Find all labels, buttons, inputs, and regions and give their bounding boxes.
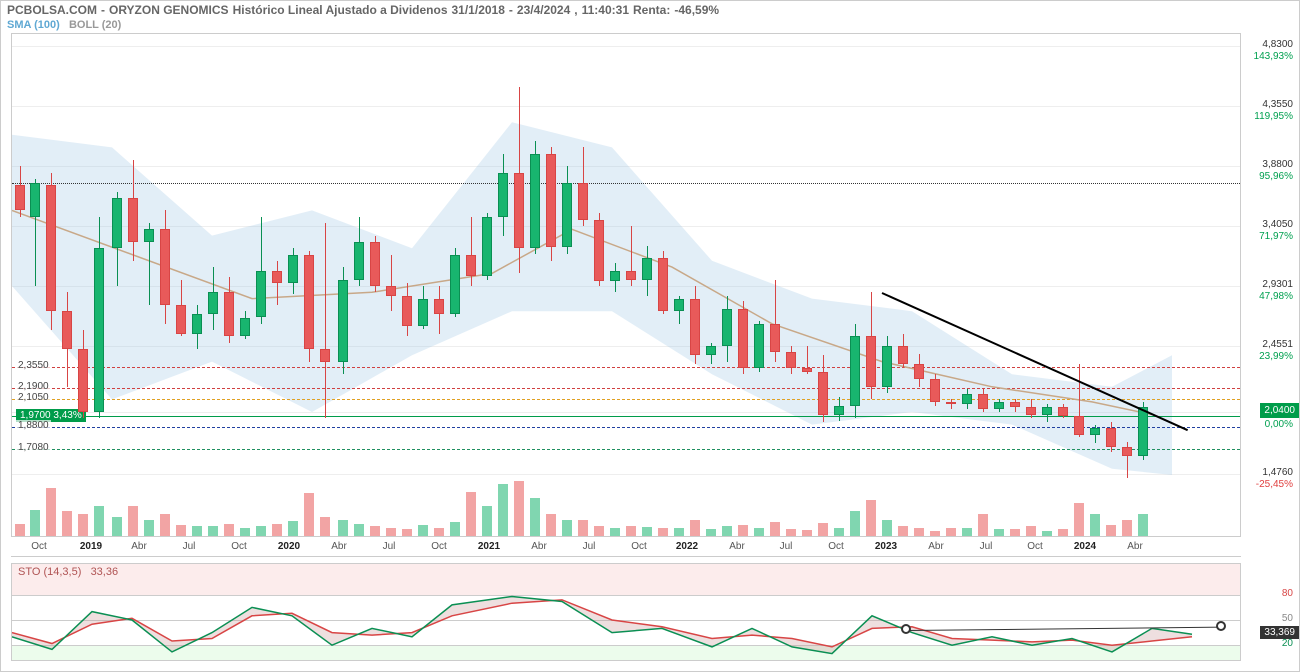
- candle: [338, 280, 348, 362]
- candle: [562, 183, 572, 247]
- chart-title-bar: PCBOLSA.COM - ORYZON GENOMICS Histórico …: [1, 1, 1299, 19]
- candle: [914, 364, 924, 379]
- candle: [466, 255, 476, 276]
- candle: [128, 198, 138, 242]
- title-security: ORYZON GENOMICS: [109, 3, 229, 17]
- x-axis: Oct2019AbrJulOct2020AbrJulOct2021AbrJulO…: [11, 541, 1241, 557]
- candle: [112, 198, 122, 248]
- candle: [898, 346, 908, 364]
- candle: [834, 406, 844, 415]
- candle: [626, 271, 636, 280]
- candle: [1090, 428, 1100, 434]
- candle: [15, 185, 25, 210]
- candle: [320, 349, 330, 362]
- candle: [962, 394, 972, 404]
- candle: [94, 248, 104, 412]
- candle: [866, 336, 876, 386]
- candle: [482, 217, 492, 276]
- candle: [1026, 407, 1036, 415]
- candle: [288, 255, 298, 284]
- candle: [658, 258, 668, 311]
- candle: [978, 394, 988, 409]
- price-chart[interactable]: 2,35502,19002,10501,9700 3,43%1,88001,70…: [11, 33, 1241, 537]
- legend-sma: SMA (100): [7, 19, 60, 31]
- candle: [994, 402, 1004, 410]
- candle: [1042, 407, 1052, 415]
- candle: [1138, 407, 1148, 456]
- sto-marker[interactable]: [1216, 621, 1226, 631]
- candle: [386, 286, 396, 296]
- current-price-tag: 2,0400: [1260, 403, 1299, 418]
- candle: [1010, 402, 1020, 407]
- sto-y-axis: 80502033,369: [1241, 563, 1299, 661]
- candle: [450, 255, 460, 314]
- candle: [818, 372, 828, 415]
- candle: [674, 299, 684, 312]
- candle: [30, 183, 40, 217]
- candle: [706, 346, 716, 355]
- candle: [514, 173, 524, 249]
- candle: [208, 292, 218, 313]
- candle: [240, 318, 250, 337]
- candle: [594, 220, 604, 280]
- candle: [770, 324, 780, 352]
- candle: [272, 271, 282, 284]
- candle: [882, 346, 892, 386]
- candle: [256, 271, 266, 318]
- candle: [46, 185, 56, 311]
- candle: [144, 229, 154, 242]
- candle: [224, 292, 234, 336]
- title-site: PCBOLSA.COM: [7, 3, 97, 17]
- legend-boll: BOLL (20): [69, 19, 121, 31]
- candle: [304, 255, 314, 350]
- candle: [1122, 447, 1132, 456]
- title-renta: -46,59%: [674, 3, 719, 17]
- candle: [160, 229, 170, 305]
- candle: [192, 314, 202, 334]
- sma-line: [12, 34, 1244, 538]
- candle: [1106, 428, 1116, 447]
- candle: [402, 296, 412, 326]
- candle: [78, 349, 88, 412]
- candle: [690, 299, 700, 356]
- candle: [418, 299, 428, 327]
- candle: [354, 242, 364, 280]
- candle: [642, 258, 652, 279]
- candle: [1074, 416, 1084, 435]
- candle: [738, 309, 748, 368]
- candle: [610, 271, 620, 281]
- candle: [434, 299, 444, 314]
- candle: [802, 368, 812, 372]
- y-axis-right: 4,8300143,93%4,3550119,95%3,880095,96%3,…: [1241, 33, 1299, 537]
- indicator-legend: SMA (100) BOLL (20): [1, 19, 1299, 31]
- candle: [498, 173, 508, 217]
- candle: [1058, 407, 1068, 416]
- candle: [850, 336, 860, 405]
- candle: [722, 309, 732, 347]
- stochastic-panel[interactable]: STO (14,3,5) 33,36: [11, 563, 1241, 661]
- candle: [62, 311, 72, 349]
- candle: [786, 352, 796, 368]
- candle: [370, 242, 380, 286]
- candle: [546, 154, 556, 247]
- candle: [530, 154, 540, 249]
- candle: [946, 402, 956, 405]
- candle: [930, 379, 940, 402]
- candle: [578, 183, 588, 221]
- sto-current-value: 33,369: [1260, 626, 1299, 639]
- candle: [754, 324, 764, 368]
- candle: [176, 305, 186, 334]
